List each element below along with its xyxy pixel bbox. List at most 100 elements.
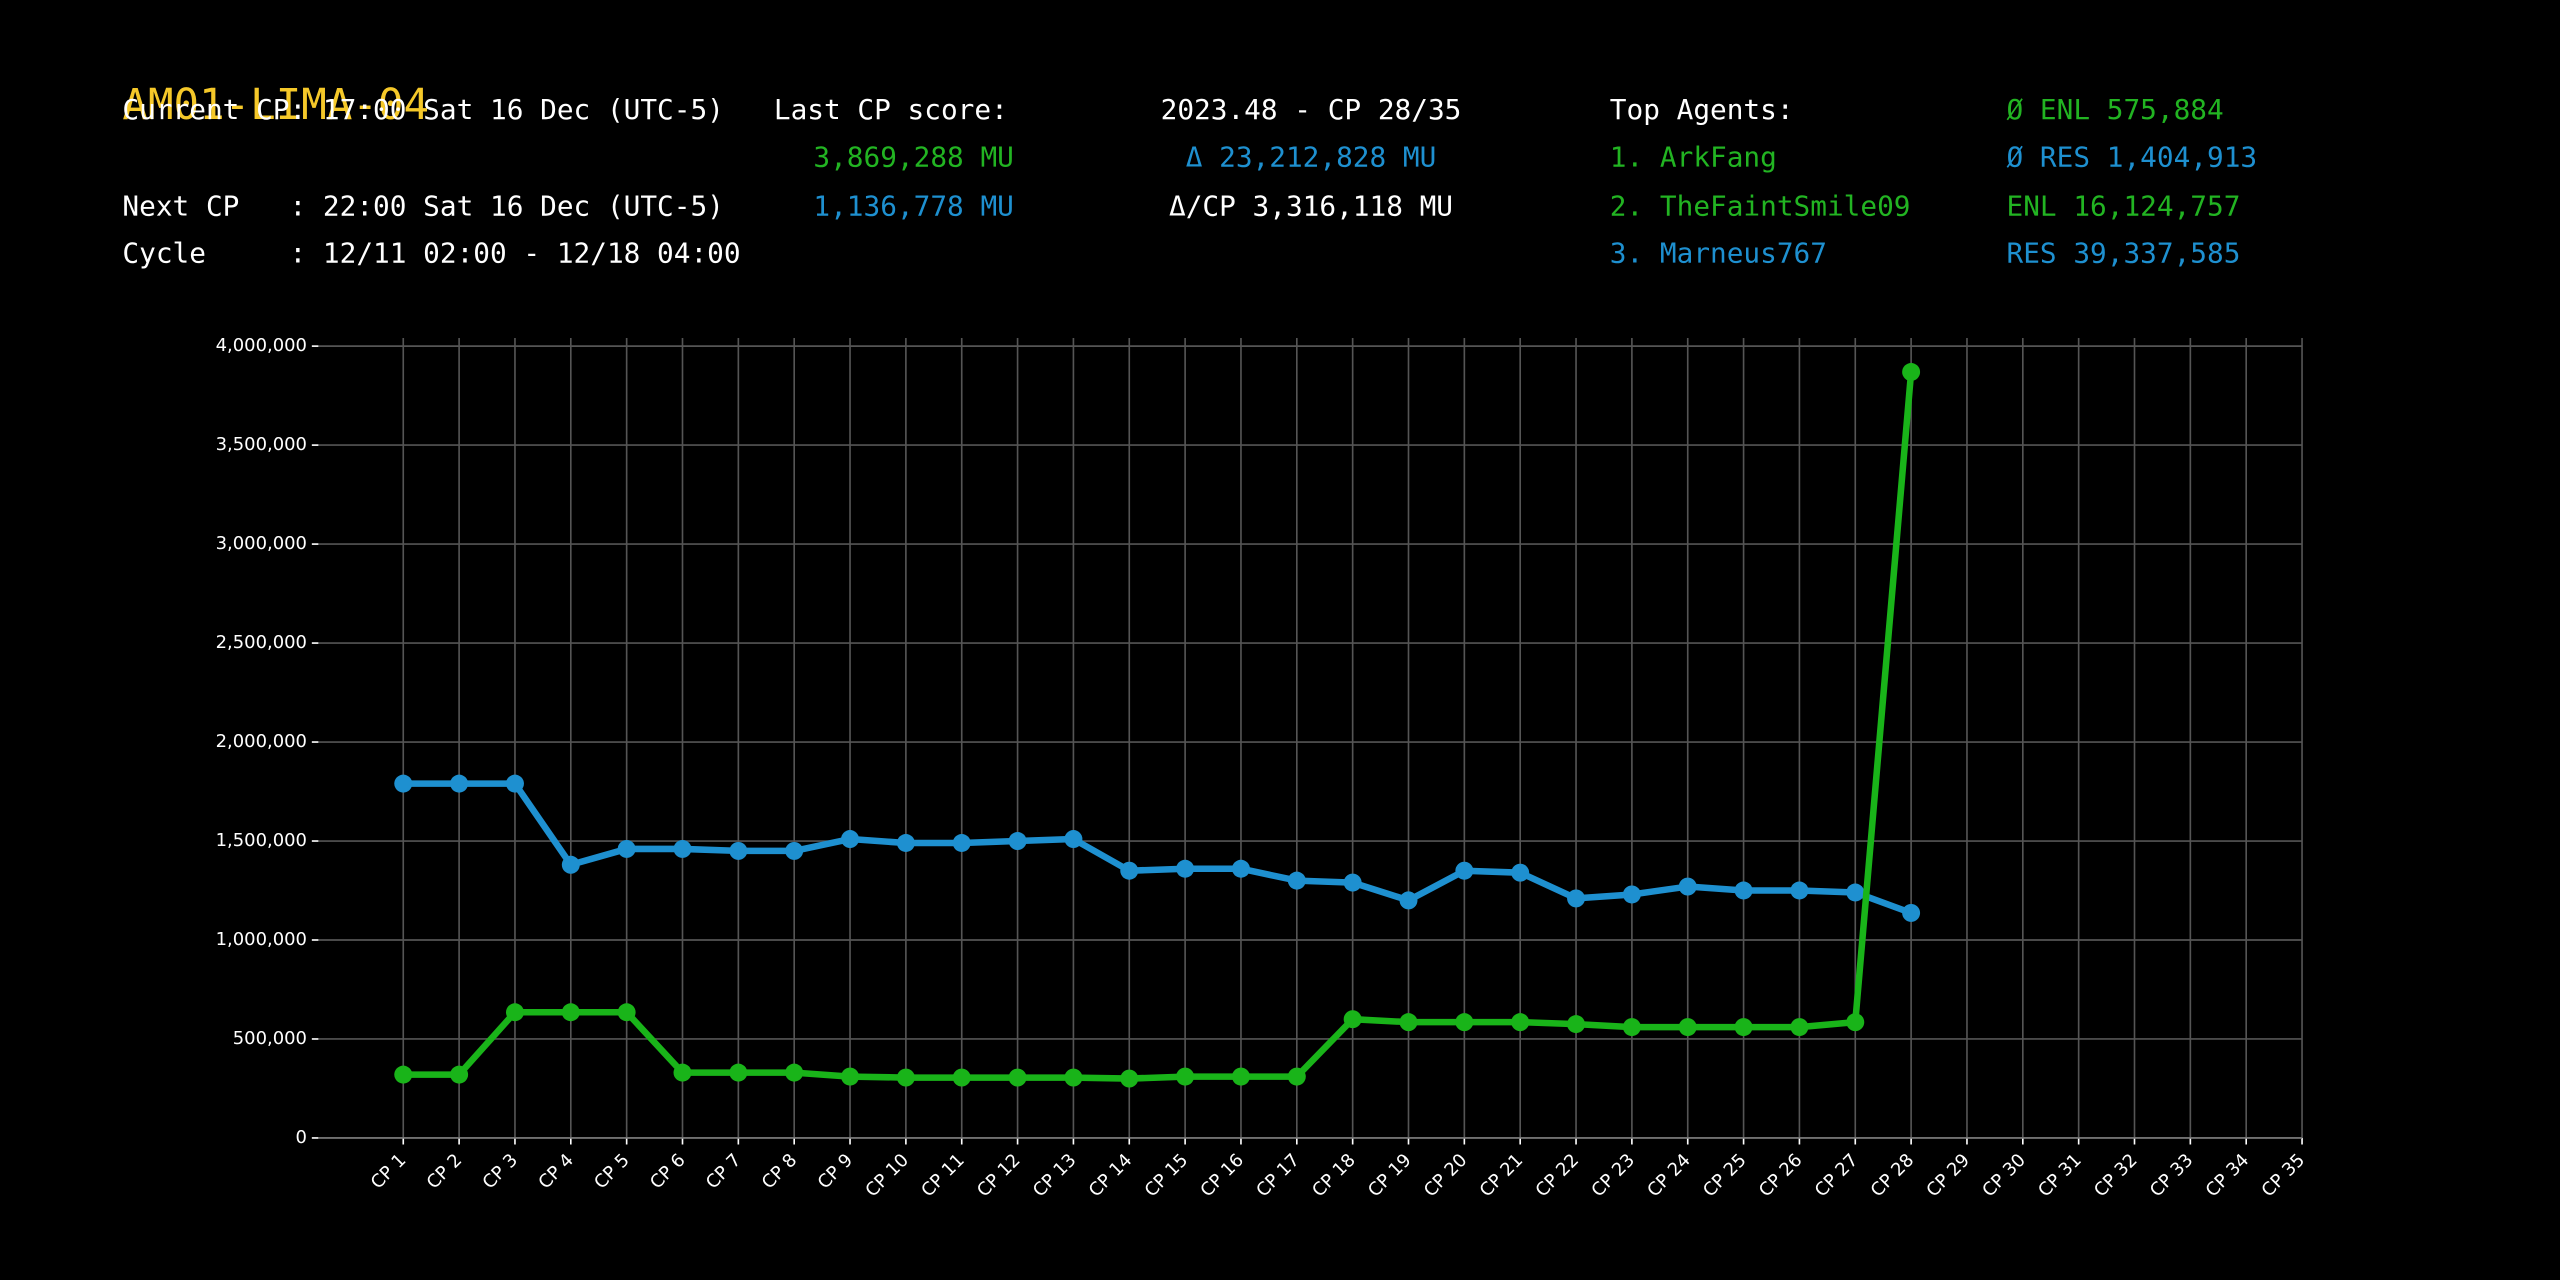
point [1064,830,1083,849]
point [617,839,636,858]
x-tick-label: CP 5 [590,1150,633,1193]
point [1902,363,1921,381]
point [785,841,804,860]
y-tick-label: 1,000,000 [216,929,307,950]
point [1902,903,1921,922]
point [896,834,915,852]
x-tick-label: CP 23 [1587,1150,1639,1202]
point [673,839,692,858]
x-tick-label: CP 11 [917,1150,969,1202]
y-tick-label: 1,500,000 [216,830,307,851]
y-tick-label: 4,000,000 [216,335,307,356]
y-tick-label: 2,500,000 [216,632,307,653]
x-tick-label: CP 24 [1643,1150,1695,1202]
point [673,1063,692,1082]
x-tick-label: CP 20 [1420,1150,1472,1202]
point [1511,863,1530,882]
x-tick-label: CP 1 [367,1150,410,1193]
x-tick-label: CP 29 [1923,1150,1975,1202]
point [1008,1068,1027,1087]
point [1176,1067,1195,1086]
point [394,1065,413,1084]
x-tick-label: CP 2 [423,1150,466,1193]
point [1734,1018,1753,1037]
header-text: Next CP : 22:00 Sat 16 Dec (UTC-5) [122,189,723,222]
header-text: Ø RES 1,404,913 [2007,140,2258,173]
x-tick-label: CP 16 [1197,1150,1249,1202]
x-tick-label: CP 4 [534,1150,577,1193]
x-tick-label: CP 3 [479,1150,522,1193]
point [896,1068,915,1087]
point [1008,832,1027,850]
x-tick-label: CP 22 [1532,1150,1584,1202]
point [1176,859,1195,878]
point [1678,877,1697,896]
point [1622,1018,1641,1037]
point [617,1003,636,1022]
x-tick-label: CP 14 [1085,1150,1137,1202]
point [1343,1010,1362,1029]
point [952,1068,971,1087]
x-tick-label: CP 8 [758,1150,801,1193]
station-title: AM01-LIMA-04 [122,81,429,130]
point [1231,859,1250,878]
x-tick-label: CP 13 [1029,1150,1081,1202]
point [1846,883,1865,902]
x-tick-label: CP 15 [1141,1150,1193,1202]
x-tick-label: CP 6 [646,1150,689,1193]
point [1567,889,1586,908]
point [1455,1013,1474,1032]
point [841,1067,860,1086]
point [450,1065,469,1084]
point [1064,1068,1083,1087]
point [1343,873,1362,892]
point [729,841,748,860]
y-tick-label: 500,000 [233,1028,307,1049]
y-tick-label: 3,500,000 [216,434,307,455]
point [1287,871,1306,890]
point [561,855,580,874]
x-tick-label: CP 28 [1867,1150,1919,1202]
point [1399,1013,1418,1032]
header-text: Last CP score: [774,93,1008,126]
header-text: Current CP: 17:00 Sat 16 Dec (UTC-5) [122,93,723,126]
x-tick-label: CP 7 [702,1150,745,1193]
header-text: 3,869,288 MU [813,140,1013,173]
x-tick-label: CP 32 [2090,1150,2142,1202]
series-line [403,780,1913,916]
y-tick-label: 2,000,000 [216,731,307,752]
point [1567,1015,1586,1034]
point [1399,891,1418,910]
point [1846,1013,1865,1032]
header-text: 2. TheFaintSmile09 [1610,189,1911,222]
header-text: ENL 16,124,757 [2007,189,2241,222]
point [1455,861,1474,880]
point [1287,1067,1306,1086]
x-tick-label: CP 25 [1699,1150,1751,1202]
header-text: RES 39,337,585 [2007,237,2241,270]
x-tick-label: CP 18 [1308,1150,1360,1202]
x-tick-label: CP 35 [2258,1150,2310,1202]
x-tick-label: CP 17 [1252,1150,1304,1202]
header-text: Cycle : 12/11 02:00 - 12/18 04:00 [122,237,740,270]
point [729,1063,748,1082]
point [841,830,860,849]
header-text: 1,136,778 MU [813,189,1013,222]
x-tick-label: CP 26 [1755,1150,1807,1202]
point [1678,1018,1697,1037]
point [952,834,971,852]
point [1622,885,1641,904]
x-tick-label: CP 27 [1811,1150,1863,1202]
point [505,774,524,793]
point [1790,1018,1809,1037]
series-line [403,371,1915,1082]
header-text: 2023.48 - CP 28/35 [1161,93,1462,126]
header-text: Δ 23,212,828 MU [1186,140,1437,173]
point [785,1063,804,1082]
x-tick-label: CP 12 [973,1150,1025,1202]
point [394,774,413,793]
header-text: Top Agents: [1610,93,1794,126]
x-tick-label: CP 34 [2202,1150,2254,1202]
